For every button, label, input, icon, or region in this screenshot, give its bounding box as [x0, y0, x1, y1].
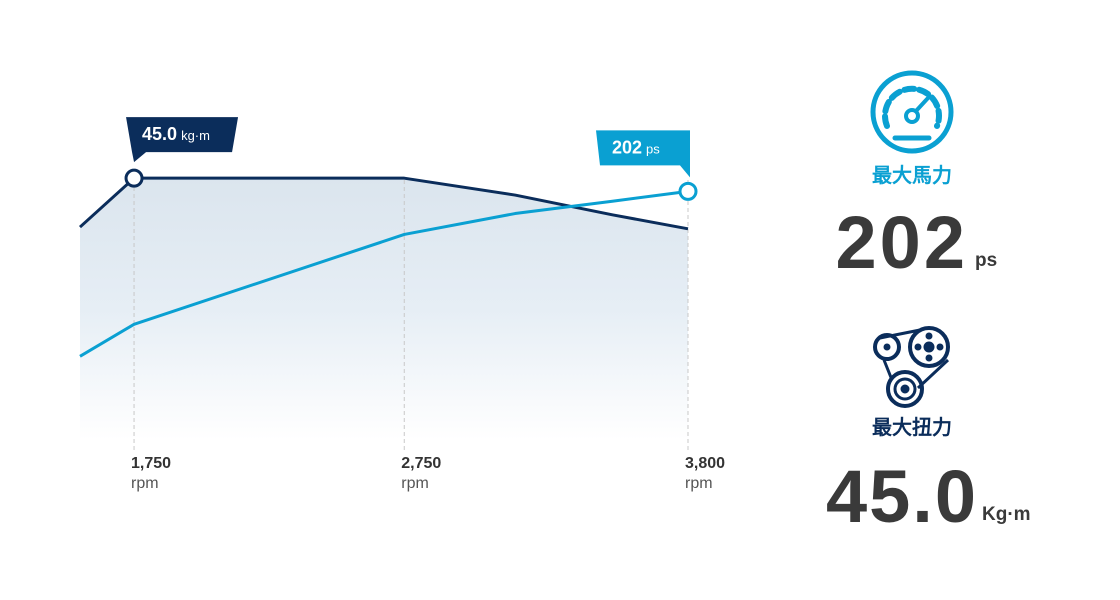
series-line — [79, 189, 689, 358]
torque-label: 最大扭力 — [872, 415, 952, 439]
torque-value: 45.0 — [826, 455, 978, 538]
x-axis-unit: rpm — [401, 475, 429, 492]
callout-value: 202 — [612, 137, 642, 157]
power-value: 202 — [836, 201, 968, 284]
x-tick-label: 1,750 — [131, 455, 171, 472]
x-axis-unit: rpm — [685, 475, 713, 492]
callout-value: 45.0 — [142, 124, 177, 144]
x-tick-label: 2,750 — [401, 455, 441, 472]
callout: 202 ps — [596, 130, 690, 178]
peak-marker — [124, 168, 144, 188]
torque-area — [80, 178, 688, 440]
callout-box — [596, 130, 690, 178]
x-tick-label: 3,800 — [685, 455, 725, 472]
torque-unit: Kg·m — [982, 504, 1031, 525]
callout-unit: kg·m — [181, 128, 210, 143]
peak-marker — [678, 181, 698, 201]
plot: 1,750 rpm 2,750 rpm 3,800 rpm 45.0 kg·m 202 ps — [78, 117, 725, 492]
pulley-icon — [873, 326, 950, 408]
speedometer-icon — [870, 70, 954, 154]
power-unit: ps — [975, 250, 997, 271]
power-label: 最大馬力 — [872, 164, 952, 187]
callout: 45.0 kg·m — [126, 117, 239, 163]
callout-box — [126, 117, 239, 163]
callout-unit: ps — [646, 141, 660, 156]
x-axis-unit: rpm — [131, 475, 159, 492]
series-line — [78, 176, 689, 231]
